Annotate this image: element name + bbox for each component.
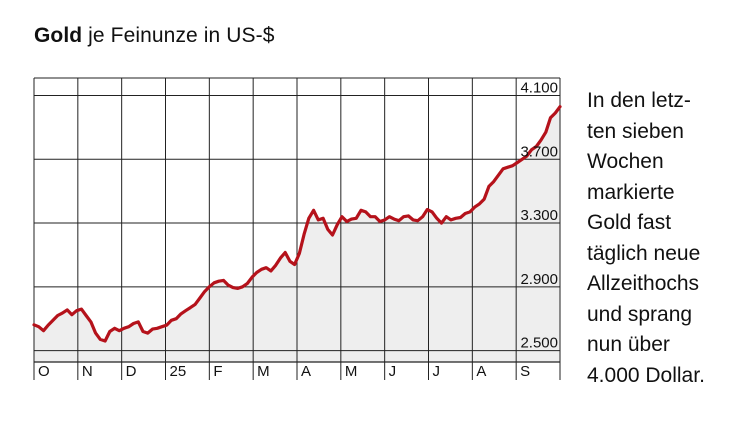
x-tick-label-4: F [213,363,222,380]
y-tick-label-0: 2.500 [520,335,558,352]
x-tick-label-0: O [38,363,50,380]
series-line [32,105,562,343]
x-tick-label-7: M [345,363,358,380]
line-layer [32,105,562,343]
x-tick-label-10: A [476,363,486,380]
y-tick-label-1: 2.900 [520,271,558,288]
chart-title-bold: Gold [34,24,83,47]
y-tick-label-4: 4.100 [520,80,558,97]
chart-title: Gold je Feinunze in US-$ [34,24,275,48]
y-tick-label-2: 3.300 [520,207,558,224]
x-tick-label-9: J [433,363,441,380]
grid-layer [33,77,561,380]
x-tick-label-5: M [257,363,270,380]
x-tick-label-6: A [301,363,311,380]
chart-title-rest: je Feinunze in US-$ [82,24,275,47]
tick-layer: 2.500 2.900 3.300 3.700 4.100 O N D 25 F M A M J J A S [38,80,558,381]
x-tick-label-2: D [126,363,137,380]
chart-annotation: In den letz- ten sieben Wochen markierte… [587,89,705,387]
x-tick-label-8: J [389,363,397,380]
x-tick-label-3: 25 [170,363,187,380]
y-tick-label-3: 3.700 [520,143,558,160]
x-tick-label-1: N [82,363,93,380]
x-tick-label-11: S [520,363,530,380]
